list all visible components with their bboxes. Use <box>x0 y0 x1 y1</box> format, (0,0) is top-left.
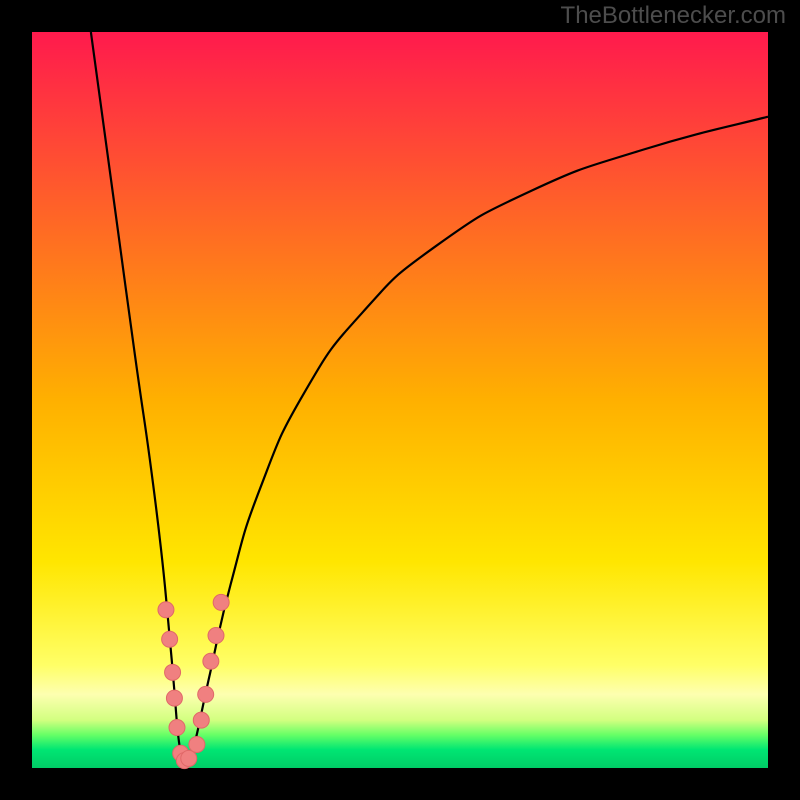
data-marker <box>162 631 178 647</box>
data-marker <box>165 664 181 680</box>
data-marker <box>189 736 205 752</box>
data-marker <box>213 594 229 610</box>
data-marker <box>193 712 209 728</box>
data-marker <box>166 690 182 706</box>
data-marker <box>203 653 219 669</box>
data-marker <box>198 686 214 702</box>
data-marker <box>169 720 185 736</box>
data-marker <box>158 602 174 618</box>
data-marker <box>208 628 224 644</box>
chart-svg <box>0 0 800 800</box>
data-marker <box>181 750 197 766</box>
bottleneck-chart: TheBottlenecker.com <box>0 0 800 800</box>
